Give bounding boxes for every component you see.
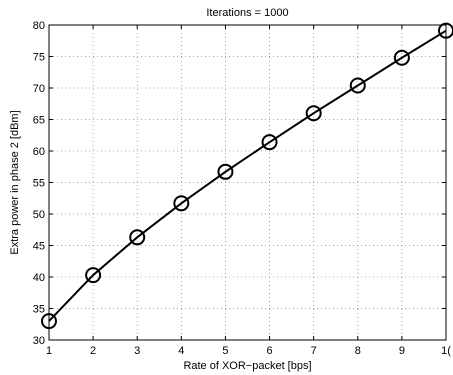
x-tick-label: 3 [134,345,140,357]
y-tick-label: 65 [33,115,45,127]
data-point-marker [349,77,366,94]
data-point-marker [41,313,57,330]
y-tick-label: 30 [33,335,45,347]
data-point-marker [217,163,234,180]
y-tick-label: 35 [33,304,45,316]
y-tick-label: 80 [33,20,45,32]
x-tick-label: 9 [399,345,405,357]
data-point-marker [129,229,146,246]
plot-area [48,24,447,341]
x-tick-label: 7 [311,345,317,357]
x-axis-title: Rate of XOR−packet [bps] [183,360,311,372]
x-tick-label: 2 [90,345,96,357]
x-tick-label: 8 [355,345,361,357]
data-point-marker [305,105,322,122]
x-tick-label: 5 [222,345,228,357]
x-tick-label: 6 [266,345,272,357]
y-tick-label: 75 [33,52,45,64]
x-tick-label: 1 [46,345,52,357]
y-axis-title: Extra power in phase 2 [dBm] [9,110,21,254]
y-tick-label: 50 [33,209,45,221]
data-point-marker [85,267,102,284]
y-tick-label: 40 [33,272,45,284]
y-tick-label: 70 [33,83,45,95]
data-point-marker [173,195,190,212]
y-tick-label: 45 [33,241,45,253]
x-tick-label: 1( [441,345,451,357]
x-tick-label: 4 [178,345,184,357]
y-tick-label: 55 [33,178,45,190]
data-point-marker [393,49,410,66]
data-series [41,22,453,330]
grid-lines [49,25,446,340]
chart-title: Iterations = 1000 [206,7,288,19]
data-point-marker [438,22,453,39]
y-tick-label: 60 [33,146,45,158]
data-point-marker [261,134,278,151]
series-line [48,29,447,322]
